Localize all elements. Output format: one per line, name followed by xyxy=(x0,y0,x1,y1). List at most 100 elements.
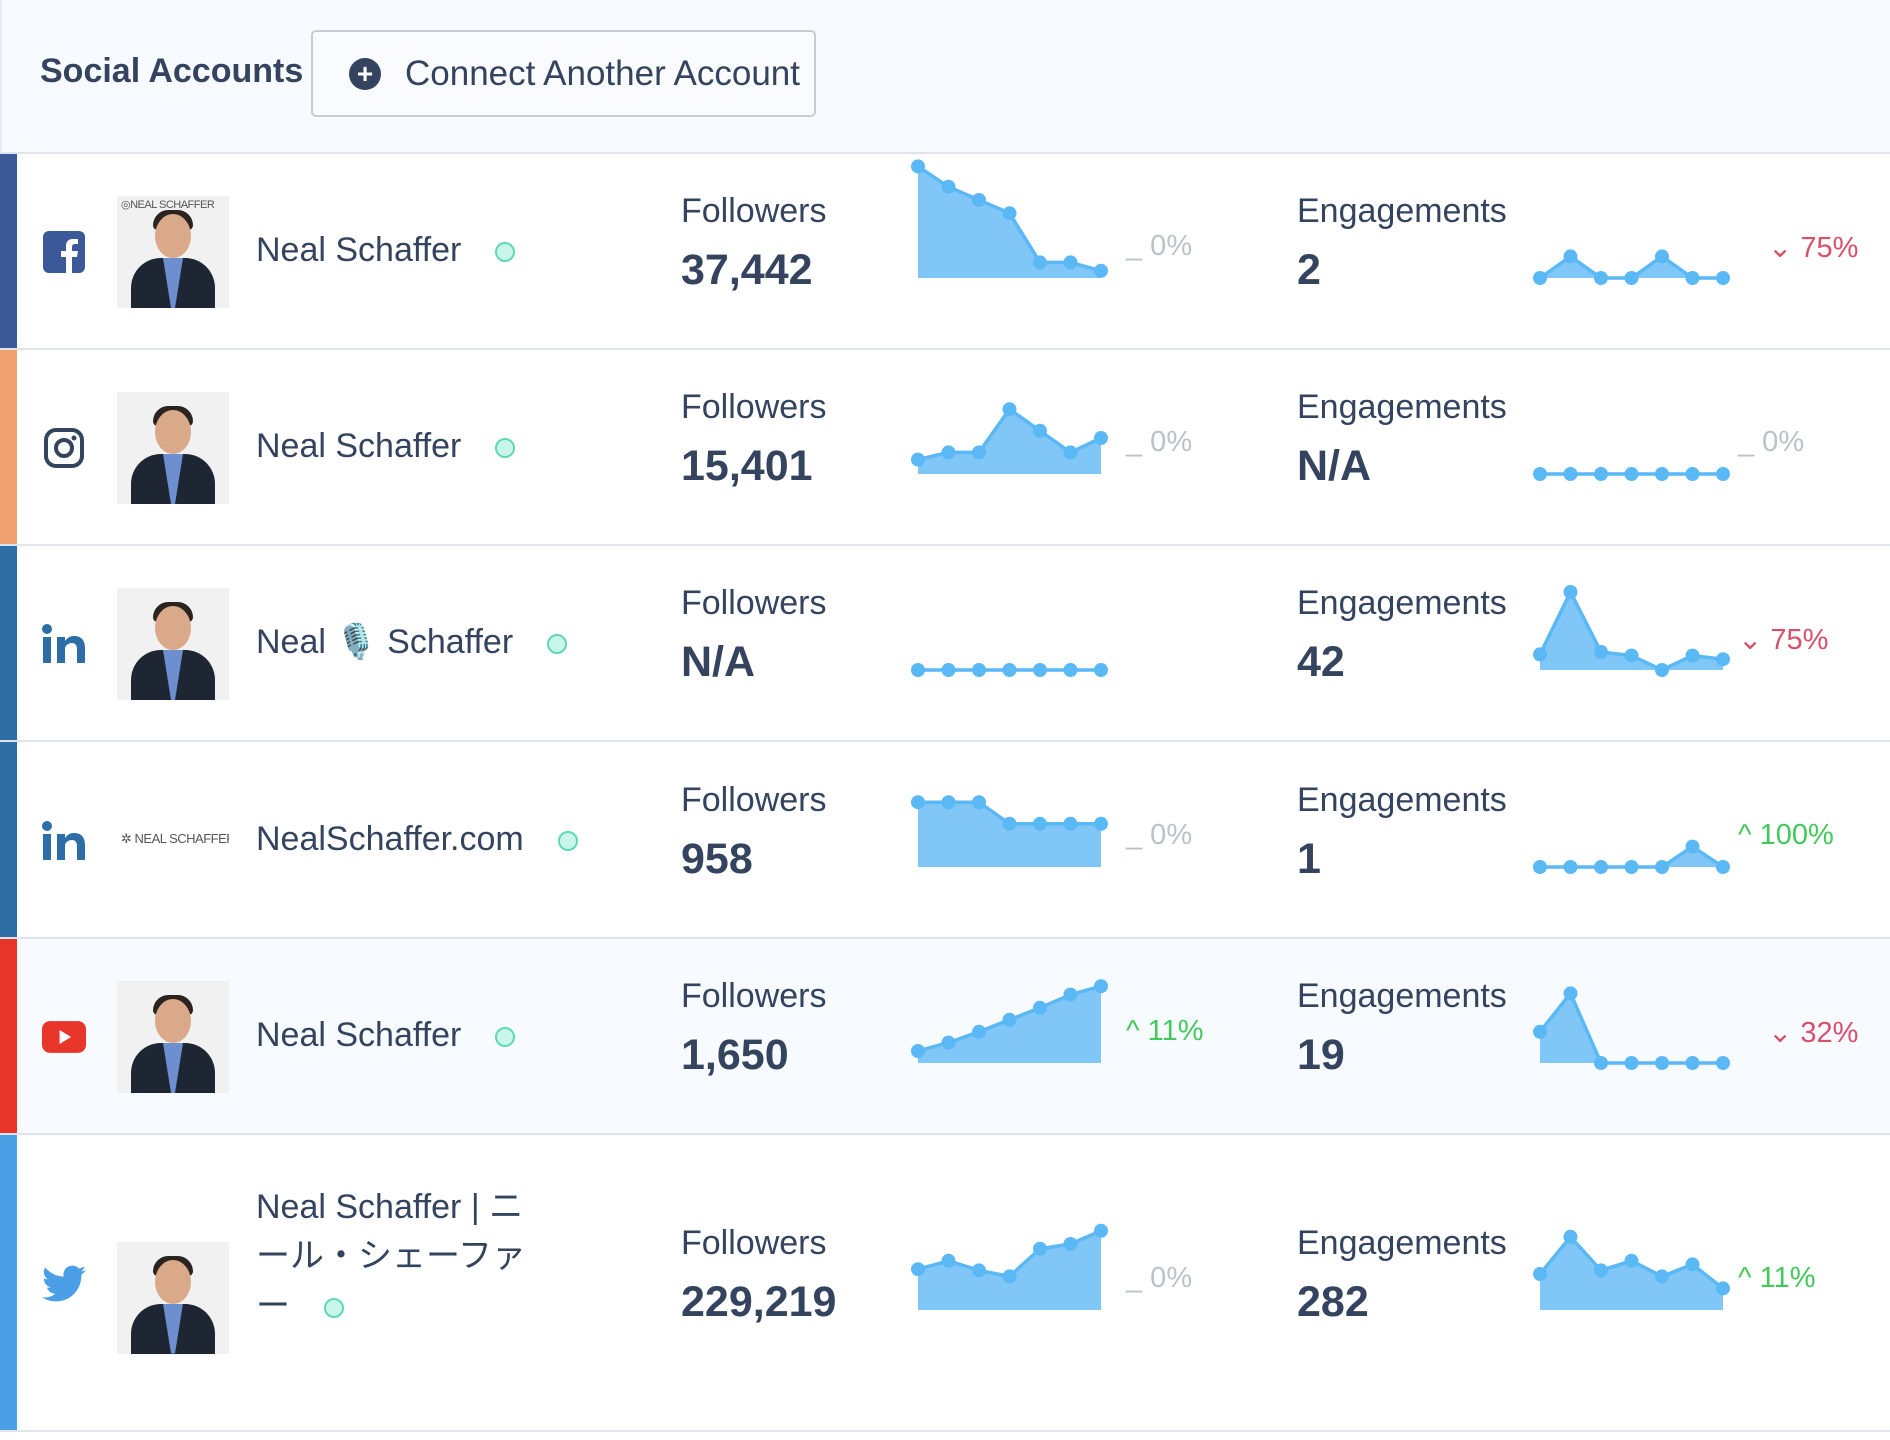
followers-value: 15,401 xyxy=(681,442,813,490)
engagements-sparkline xyxy=(1533,585,1730,677)
followers-change: _ 0% xyxy=(1126,230,1193,262)
sparkline-point xyxy=(1002,816,1017,831)
engagements-change: ⌄ 32% xyxy=(1768,1017,1859,1049)
sparkline-point xyxy=(1685,1256,1700,1271)
sparkline-point xyxy=(911,452,925,467)
status-dot xyxy=(495,242,516,263)
followers-label: Followers xyxy=(681,388,827,426)
sparkline-point xyxy=(1685,271,1700,285)
sparkline-point xyxy=(941,445,956,460)
account-name[interactable]: Neal Schaffer xyxy=(256,422,516,471)
logo-text: ◎NEAL SCHAFFER xyxy=(121,199,215,211)
account-row-linkedin[interactable]: Neal 🎙️ Schaffer Followers N/A Engagemen… xyxy=(0,546,1890,742)
platform-color-bar xyxy=(0,742,17,937)
sparkline-point xyxy=(1002,402,1017,417)
sparkline-point xyxy=(941,1035,956,1050)
account-row-instagram[interactable]: Neal Schaffer Followers 15,401 _ 0% Enga… xyxy=(0,350,1890,546)
sparkline-point xyxy=(1624,648,1639,663)
sparkline-point xyxy=(972,445,986,460)
sparkline-point xyxy=(972,794,986,809)
sparkline-point xyxy=(1716,859,1730,874)
status-dot xyxy=(324,1297,344,1318)
followers-value: 229,219 xyxy=(681,1277,837,1326)
engagements-label: Engagements xyxy=(1297,1223,1507,1262)
followers-label: Followers xyxy=(681,192,827,230)
followers-label: Followers xyxy=(681,977,827,1015)
sparkline-area xyxy=(1540,846,1723,867)
sparkline-point xyxy=(1624,467,1639,481)
account-name-text: Neal Schaffer xyxy=(256,1016,462,1054)
sparkline-point xyxy=(1655,1268,1669,1283)
sparkline-point xyxy=(1063,255,1078,270)
sparkline-point xyxy=(1002,206,1017,221)
followers-change: _ 0% xyxy=(1126,818,1193,851)
change-arrow-icon: ⌄ xyxy=(1768,1017,1801,1049)
sparkline-point xyxy=(1655,663,1669,677)
linkedin-icon xyxy=(42,819,86,863)
sparkline-point xyxy=(1033,255,1047,270)
platform-color-bar xyxy=(0,939,17,1133)
status-dot xyxy=(557,830,578,851)
sparkline-point xyxy=(1533,467,1547,481)
sparkline-point xyxy=(1033,816,1047,831)
account-name-text: Neal Schaffer | ニール・シェーファー xyxy=(256,1188,526,1325)
sparkline-point xyxy=(1624,271,1639,285)
platform-color-bar xyxy=(0,546,17,740)
sparkline-point xyxy=(1685,839,1700,854)
account-row-youtube[interactable]: Neal Schaffer Followers 1,650 ^ 11% Enga… xyxy=(0,939,1890,1135)
account-row-facebook[interactable]: ◎NEAL SCHAFFER Neal Schaffer Followers 3… xyxy=(0,154,1890,350)
followers-change: ^ 11% xyxy=(1126,1015,1204,1047)
account-name[interactable]: Neal Schaffer xyxy=(256,226,516,275)
followers-value: 37,442 xyxy=(681,246,813,294)
account-row-linkedin[interactable]: ✲ NEAL SCHAFFER NealSchaffer.com Followe… xyxy=(0,742,1890,939)
sparkline-point xyxy=(1594,1262,1608,1277)
sparkline-point xyxy=(1563,986,1578,1001)
sparkline-point xyxy=(1716,1056,1730,1070)
followers-sparkline xyxy=(911,159,1108,278)
sparkline-point xyxy=(911,794,925,809)
plus-circle-icon: + xyxy=(349,57,381,90)
engagements-change: ^ 100% xyxy=(1738,818,1834,851)
sparkline-point xyxy=(1063,445,1078,460)
sparkline-point xyxy=(1094,263,1108,278)
engagements-value: 282 xyxy=(1297,1277,1369,1326)
account-row-twitter[interactable]: Neal Schaffer | ニール・シェーファー Followers 229… xyxy=(0,1135,1890,1432)
sparkline-point xyxy=(1624,1056,1639,1070)
avatar xyxy=(117,1241,229,1354)
engagements-sparkline xyxy=(1533,467,1730,481)
sparkline-area xyxy=(1540,592,1723,670)
linkedin-icon xyxy=(42,622,86,666)
followers-value: 1,650 xyxy=(681,1031,789,1079)
change-arrow-icon: ^ xyxy=(1738,1261,1760,1294)
followers-sparkline xyxy=(911,979,1108,1063)
sparkline-point xyxy=(911,663,925,677)
sparkline-point xyxy=(911,1261,925,1276)
sparkline-area xyxy=(918,1230,1101,1310)
engagements-change: ⌄ 75% xyxy=(1768,232,1859,264)
platform-color-bar xyxy=(0,1135,17,1430)
sparkline-point xyxy=(1563,249,1578,264)
sparkline-area xyxy=(1540,1236,1723,1310)
connect-account-button[interactable]: + Connect Another Account xyxy=(311,30,816,117)
account-name[interactable]: Neal Schaffer | ニール・シェーファー xyxy=(256,1183,556,1331)
engagements-value: 19 xyxy=(1297,1031,1345,1079)
sparkline-point xyxy=(1033,1241,1047,1256)
account-name-text: Neal Schaffer xyxy=(256,231,462,269)
account-name[interactable]: Neal 🎙️ Schaffer xyxy=(256,618,568,667)
followers-label: Followers xyxy=(681,780,827,819)
youtube-icon xyxy=(42,1015,86,1059)
sparkline-point xyxy=(1533,271,1547,285)
sparkline-area xyxy=(1540,993,1723,1063)
sparkline-point xyxy=(1094,431,1108,445)
account-name[interactable]: Neal Schaffer xyxy=(256,1011,516,1060)
sparkline-point xyxy=(1716,652,1730,667)
engagements-label: Engagements xyxy=(1297,780,1507,819)
engagements-value: 2 xyxy=(1297,246,1321,294)
sparkline-point xyxy=(911,1044,925,1058)
sparkline-point xyxy=(1685,1056,1700,1070)
sparkline-area xyxy=(1540,256,1723,278)
sparkline-point xyxy=(1655,859,1669,874)
followers-value: N/A xyxy=(681,638,756,686)
status-dot xyxy=(495,1027,516,1048)
account-name[interactable]: NealSchaffer.com xyxy=(256,815,578,864)
